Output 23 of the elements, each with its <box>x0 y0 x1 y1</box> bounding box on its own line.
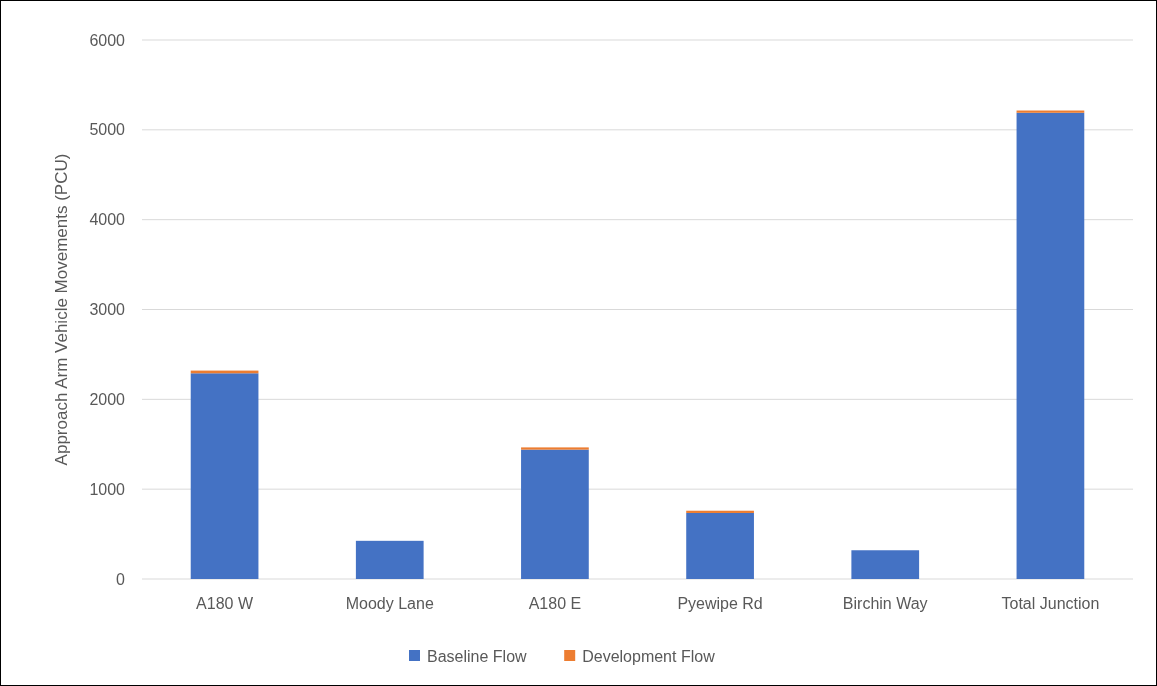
legend-label: Development Flow <box>582 647 716 665</box>
y-tick-label: 2000 <box>89 390 126 408</box>
bar <box>190 373 259 579</box>
y-tick-label: 3000 <box>89 301 126 319</box>
x-tick-label: Pyewipe Rd <box>677 595 763 612</box>
bar <box>851 550 920 579</box>
x-tick-label: Moody Lane <box>345 595 434 612</box>
y-tick-label: 0 <box>116 570 126 588</box>
y-axis-title: Approach Arm Vehicle Movements (PCU) <box>52 153 71 466</box>
bar <box>521 447 589 450</box>
x-tick-label: Total Junction <box>1001 595 1100 612</box>
bar <box>355 540 424 579</box>
y-tick-label: 6000 <box>89 31 126 49</box>
bar <box>1016 112 1085 579</box>
x-tick-label: A180 E <box>528 595 582 612</box>
legend-label: Baseline Flow <box>427 647 528 665</box>
bar <box>521 449 589 579</box>
x-tick-label: A180 W <box>196 595 254 612</box>
y-tick-label: 1000 <box>89 480 126 498</box>
x-tick-label: Birchin Way <box>842 595 928 612</box>
y-tick-label: 4000 <box>89 211 126 229</box>
bar <box>686 512 754 579</box>
y-tick-label: 5000 <box>89 121 126 139</box>
